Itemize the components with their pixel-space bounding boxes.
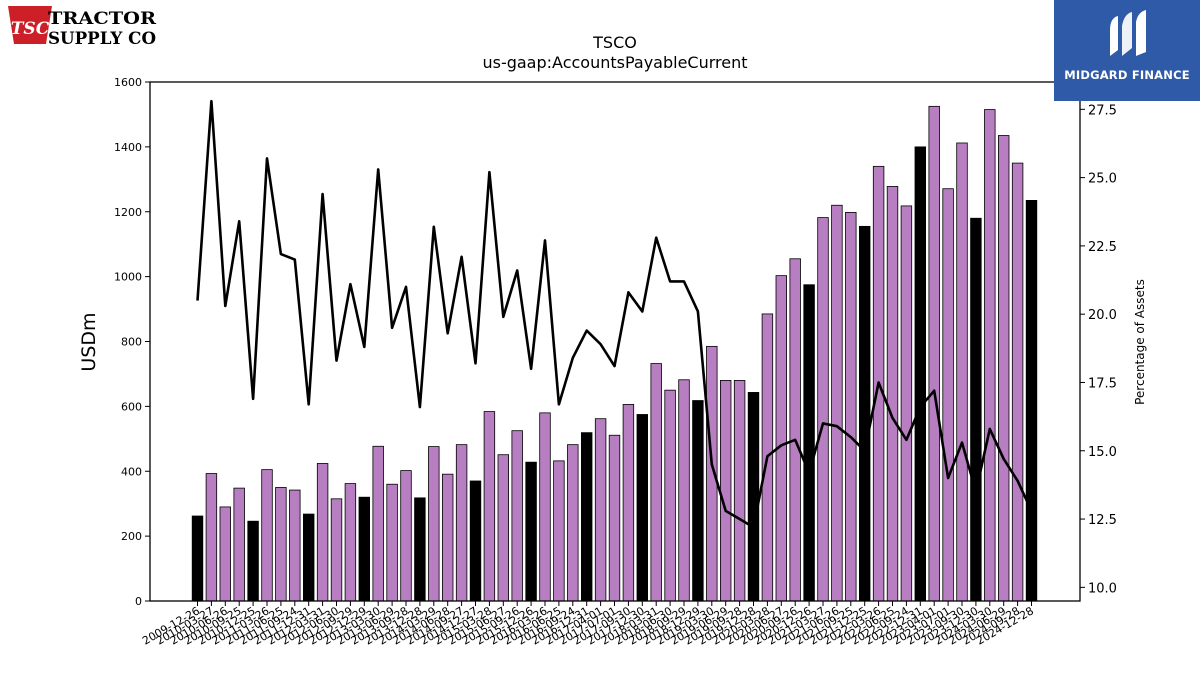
y2-tick-label: 15.0 xyxy=(1088,445,1117,460)
bar xyxy=(233,487,245,602)
x-axis: 2009-12-262010-03-272010-06-262010-09-25… xyxy=(140,601,1036,648)
y2-tick-label: 27.5 xyxy=(1088,103,1117,118)
bar xyxy=(664,389,676,602)
y-tick-label: 0 xyxy=(135,595,142,608)
bar xyxy=(330,498,343,602)
y-tick-label: 1200 xyxy=(114,206,142,219)
chart-subtitle: us-gaap:AccountsPayableCurrent xyxy=(482,53,748,72)
bar xyxy=(928,105,940,602)
bar xyxy=(261,469,273,602)
bar xyxy=(497,454,510,602)
bar xyxy=(789,258,801,602)
chart-title: TSCO xyxy=(593,33,637,52)
y-tick-label: 1600 xyxy=(114,76,142,89)
bar xyxy=(622,404,635,602)
tractor-supply-logo: TSC TRACTOR SUPPLY CO xyxy=(6,4,166,49)
y-tick-label: 200 xyxy=(121,530,142,543)
y2-tick-label: 12.5 xyxy=(1088,513,1117,528)
bar xyxy=(998,135,1010,602)
logo-brand-text: MIDGARD FINANCE xyxy=(1064,68,1190,82)
bar xyxy=(747,392,760,602)
bar xyxy=(608,434,621,602)
y2-tick-label: 22.5 xyxy=(1088,240,1117,255)
logo-line-2: SUPPLY CO xyxy=(48,29,156,48)
bar xyxy=(678,379,690,602)
y2-tick-label: 25.0 xyxy=(1088,172,1117,187)
bar xyxy=(219,506,232,602)
bar xyxy=(817,217,829,602)
bar xyxy=(511,430,523,602)
bar xyxy=(483,411,496,602)
bar xyxy=(386,483,398,602)
bar xyxy=(525,461,537,602)
bar xyxy=(275,487,287,602)
bar xyxy=(205,473,218,602)
bar xyxy=(358,496,371,602)
series-line-percentage-of-assets xyxy=(196,99,1033,529)
bar xyxy=(942,188,954,602)
line-group xyxy=(196,99,1033,529)
bar xyxy=(720,380,732,602)
bar xyxy=(845,211,857,602)
bar xyxy=(191,515,204,602)
midgard-finance-logo: MIDGARD FINANCE xyxy=(1054,0,1200,101)
y-tick-label: 1000 xyxy=(114,271,142,284)
bar xyxy=(900,205,913,602)
bar xyxy=(594,418,607,602)
bar xyxy=(803,284,815,602)
y-axis-label: USDm xyxy=(78,312,100,371)
bar xyxy=(914,146,927,602)
bar xyxy=(539,412,551,602)
bar xyxy=(1025,199,1038,602)
bar-group xyxy=(191,105,1038,602)
bar xyxy=(733,380,746,602)
bar xyxy=(581,432,593,602)
y-tick-label: 1400 xyxy=(114,141,142,154)
bar xyxy=(289,489,301,602)
bar xyxy=(859,225,871,602)
y2-tick-label: 10.0 xyxy=(1088,581,1117,596)
bar xyxy=(886,186,899,602)
y-tick-label: 800 xyxy=(121,336,142,349)
bar xyxy=(775,275,788,602)
bar xyxy=(372,445,384,602)
y2-axis-label: Percentage of Assets xyxy=(1133,279,1147,405)
y2-tick-label: 17.5 xyxy=(1088,376,1117,391)
y-tick-label: 400 xyxy=(121,465,142,478)
bar xyxy=(636,414,649,602)
y-tick-label: 600 xyxy=(121,400,142,413)
y-axis-right: 10.0 12.5 15.0 17.5 20.0 22.5 25.0 27.5 xyxy=(1080,103,1117,596)
bar xyxy=(455,444,468,602)
bar xyxy=(441,473,454,602)
logo-line-1: TRACTOR xyxy=(48,9,157,29)
bar xyxy=(1011,162,1024,602)
bar xyxy=(984,109,996,602)
logo-mark: TSC xyxy=(11,19,50,39)
bar xyxy=(428,446,440,602)
bar xyxy=(692,400,704,602)
bar xyxy=(316,463,329,602)
bar xyxy=(414,497,426,602)
bar xyxy=(956,142,968,602)
bar xyxy=(302,513,315,602)
bar xyxy=(650,363,662,602)
bar xyxy=(400,470,412,602)
y-axis-left: 0 200 400 600 800 1000 1200 1400 1600 xyxy=(114,76,150,608)
bar xyxy=(553,460,565,602)
bar xyxy=(469,480,482,602)
bar xyxy=(344,483,357,602)
bar xyxy=(567,444,579,602)
y2-tick-label: 20.0 xyxy=(1088,308,1117,323)
bar xyxy=(247,520,259,602)
bar xyxy=(970,217,982,602)
bar xyxy=(831,204,843,602)
